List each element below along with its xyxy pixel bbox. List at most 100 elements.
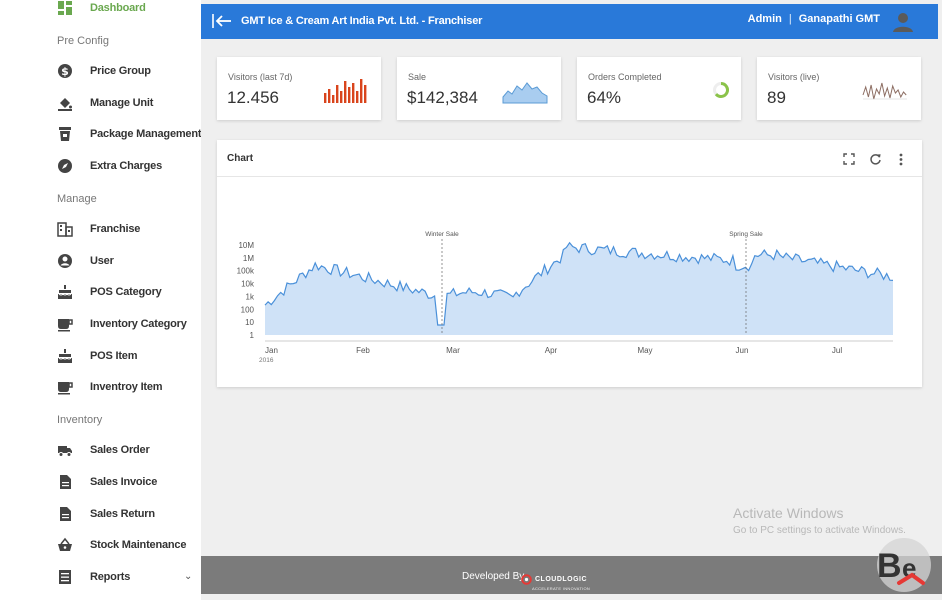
sidebar-item-label: User (90, 254, 114, 267)
stat-value: $142,384 (407, 88, 478, 107)
y-tick-label: 1M (243, 254, 254, 263)
sidebar-item-pos-item[interactable]: POS Item (0, 342, 201, 370)
svg-text:B: B (877, 547, 902, 585)
more-vertical-icon[interactable] (893, 151, 909, 167)
user-avatar-icon (893, 13, 913, 32)
spark-bar (344, 81, 347, 103)
stat-card-visitors-week: Visitors (last 7d) 12.456 (217, 57, 381, 120)
avatar[interactable] (892, 10, 914, 32)
user-role: Admin (747, 13, 782, 25)
section-label: Pre Config (57, 34, 109, 47)
cloudlogic-logo-icon (521, 574, 532, 585)
sidebar-item-sales-return[interactable]: Sales Return (0, 500, 201, 528)
sidebar-item-user[interactable]: User (0, 247, 201, 275)
section-label: Manage (57, 192, 97, 205)
chevron-down-icon[interactable]: ⌄ (184, 571, 193, 583)
refresh-icon[interactable] (867, 151, 883, 167)
sidebar-item-franchise[interactable]: Franchise (0, 215, 201, 243)
y-tick-label: 1k (246, 292, 255, 301)
document-icon (57, 506, 73, 522)
app-title: GMT Ice & Cream Art India Pvt. Ltd. - Fr… (241, 15, 483, 27)
cup-icon (57, 126, 73, 142)
document-icon (57, 474, 73, 490)
list-icon (57, 569, 73, 585)
sidebar-item-label: Sales Order (90, 444, 150, 457)
sidebar-item-stock-maintenance[interactable]: Stock Maintenance (0, 531, 201, 559)
windows-activation-watermark: Activate Windows Go to PC settings to ac… (733, 505, 906, 536)
stat-label: Sale (408, 72, 427, 82)
y-tick-label: 100k (237, 267, 255, 276)
x-tick-label: Jan (265, 346, 278, 355)
be-logo-badge: B e (877, 538, 931, 592)
watermark-title: Activate Windows (733, 505, 844, 521)
sidebar-item-inventory-category[interactable]: Inventory Category (0, 310, 201, 338)
stat-card-orders: Orders Completed 64% (577, 57, 741, 120)
spark-bar (336, 85, 339, 103)
sidebar: Dashboard Pre Config $ Price Group Manage Un… (0, 0, 202, 600)
sidebar-item-label: Sales Return (90, 507, 155, 520)
sidebar-item-inventroy-item[interactable]: Inventroy Item (0, 373, 201, 401)
sidebar-item-pos-category[interactable]: POS Category (0, 278, 201, 306)
spark-bar (332, 95, 335, 103)
sidebar-item-label: Franchise (90, 223, 141, 236)
spark-bar (328, 89, 331, 103)
stat-value: 89 (767, 88, 786, 107)
sidebar-item-price-group[interactable]: $ Price Group (0, 57, 201, 85)
x-tick-label: May (637, 346, 652, 355)
sidebar-item-sales-order[interactable]: Sales Order (0, 436, 201, 464)
sidebar-item-label: POS Item (90, 349, 138, 362)
top-bar: GMT Ice & Cream Art India Pvt. Ltd. - Fr… (201, 4, 938, 39)
user-area: Admin | Ganapathi GMT (748, 13, 880, 25)
dollar-icon: $ (57, 63, 73, 79)
chart-title: Chart (227, 153, 254, 164)
bar-sparkline (324, 79, 367, 103)
sidebar-item-extra-charges[interactable]: Extra Charges (0, 152, 201, 180)
basket-icon (57, 537, 73, 553)
sidebar-item-dashboard[interactable]: Dashboard (0, 0, 201, 22)
sidebar-item-label: Inventroy Item (90, 381, 163, 394)
sidebar-item-label: Inventory Category (90, 318, 187, 330)
annotation-label: Winter Sale (425, 231, 459, 238)
fullscreen-icon[interactable] (841, 151, 857, 167)
dashboard-icon (57, 0, 73, 16)
coffee-icon (57, 379, 73, 395)
sidebar-item-sales-invoice[interactable]: Sales Invoice (0, 468, 201, 496)
line-sparkline (862, 82, 907, 100)
y-tick-label: 10k (241, 280, 255, 289)
x-tick-label: Feb (356, 346, 370, 355)
spark-bar (364, 85, 367, 103)
spark-bar (352, 83, 355, 103)
footer-tagline: ACCELERATE INNOVATION (532, 586, 591, 591)
x-tick-label: Mar (446, 346, 460, 355)
x-tick-label: Jul (832, 346, 842, 355)
footer: Developed By CLOUDLOGIC ACCELERATE INNOV… (201, 556, 942, 594)
sidebar-item-label: Stock Maintenance (90, 539, 187, 552)
series-area (265, 242, 893, 335)
spark-bar (360, 79, 363, 103)
back-arrow-icon[interactable] (211, 12, 233, 30)
footer-logo[interactable]: CLOUDLOGIC ACCELERATE INNOVATION (521, 568, 590, 591)
spark-bar (356, 91, 359, 103)
truck-icon (57, 442, 73, 458)
sidebar-item-label: Manage Unit (90, 96, 154, 109)
cake-icon (57, 348, 73, 364)
spark-bar (340, 91, 343, 103)
sidebar-item-manage-unit[interactable]: Manage Unit (0, 89, 201, 117)
sidebar-item-package-management[interactable]: Package Management (0, 120, 202, 148)
chart-divider (217, 176, 922, 177)
spark-bar (324, 93, 327, 103)
spark-bar (348, 87, 351, 103)
sidebar-item-label: Price Group (90, 65, 151, 78)
coffee-icon (57, 316, 73, 332)
sidebar-item-label: Dashboard (90, 2, 146, 14)
watermark-subtitle: Go to PC settings to activate Windows. (733, 525, 906, 536)
sidebar-item-reports[interactable]: Reports ⌄ (0, 563, 201, 591)
stat-label: Visitors (live) (768, 72, 820, 82)
spark-line (862, 82, 907, 100)
sidebar-item-label: POS Category (90, 286, 162, 299)
cake-icon (57, 284, 73, 300)
stat-card-sale: Sale $142,384 (397, 57, 561, 120)
user-name[interactable]: Ganapathi GMT (798, 13, 880, 25)
stat-label: Visitors (last 7d) (228, 72, 293, 82)
footer-brand: CLOUDLOGIC (535, 576, 588, 583)
